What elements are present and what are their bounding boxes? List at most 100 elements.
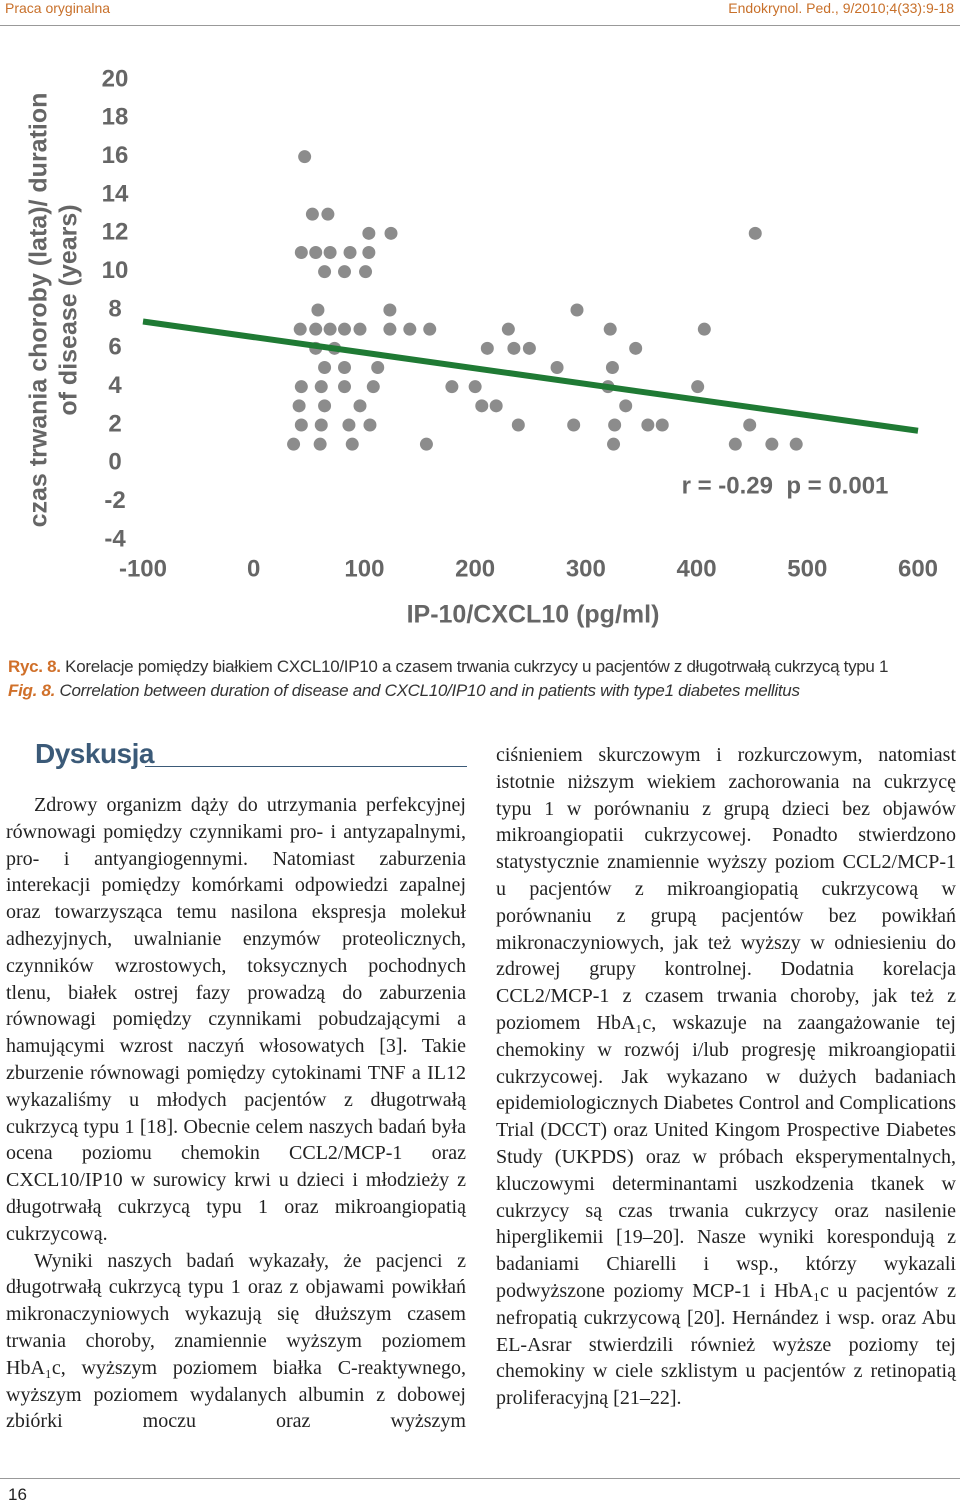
- point: [293, 322, 307, 336]
- point: [345, 437, 359, 451]
- y-tick-label: 4: [108, 372, 122, 399]
- point: [294, 380, 308, 394]
- point: [383, 303, 397, 317]
- point: [475, 399, 489, 413]
- x-tick-label: 200: [455, 555, 495, 582]
- x-tick-label: 0: [247, 555, 260, 582]
- point: [359, 265, 373, 279]
- y-tick-label: 2: [108, 410, 121, 437]
- y-tick-label: 8: [108, 295, 121, 322]
- point: [765, 437, 779, 451]
- y-tick-label: 0: [108, 449, 121, 476]
- point: [294, 246, 308, 259]
- point: [338, 380, 351, 394]
- point: [323, 246, 337, 259]
- y-tick-label: -2: [104, 487, 125, 514]
- point: [318, 399, 332, 413]
- chart: IP-10/CXCL10 (pg/ml) czas trwania chorob…: [25, 65, 938, 629]
- point: [311, 303, 325, 317]
- point: [321, 207, 335, 221]
- x-tick-label: 600: [898, 555, 938, 582]
- point: [511, 418, 525, 432]
- point: [619, 399, 633, 413]
- y-tick-label: -4: [104, 525, 126, 552]
- point: [323, 322, 337, 336]
- point: [603, 322, 617, 336]
- point: [362, 226, 376, 240]
- point: [743, 418, 757, 432]
- x-tick-label: 300: [566, 555, 606, 582]
- point: [570, 303, 584, 317]
- x-tick-label: 400: [677, 555, 717, 582]
- point: [567, 418, 581, 432]
- paragraph: Wyniki naszych badań wykazały, że pacjen…: [6, 1249, 466, 1433]
- point: [728, 437, 742, 451]
- point: [371, 361, 385, 374]
- point: [305, 207, 319, 221]
- caption-label: Ryc. 8.: [8, 657, 61, 676]
- caption-text: Correlation between duration of disease …: [59, 681, 800, 700]
- point: [468, 380, 482, 394]
- x-axis-label: IP-10/CXCL10 (pg/ml): [407, 601, 660, 629]
- y-tick-label: 14: [102, 180, 129, 207]
- y-tick-label: 10: [102, 257, 129, 284]
- point: [383, 322, 397, 336]
- y-axis-label: czas trwania choroby (lata)/ duration: [25, 93, 53, 528]
- point: [608, 418, 622, 432]
- point: [480, 341, 494, 355]
- point: [789, 437, 803, 451]
- point: [403, 322, 417, 336]
- left-column: Zdrowy organizm dąży do utrzymania perfe…: [6, 792, 466, 1435]
- caption-pl: Ryc. 8. Korelacje pomiędzy białkiem CXCL…: [8, 657, 888, 677]
- point: [287, 437, 301, 451]
- caption-text: Korelacje pomiędzy białkiem CXCL10/IP10 …: [65, 657, 889, 676]
- point: [501, 322, 515, 336]
- point: [445, 380, 459, 394]
- point: [489, 399, 503, 413]
- point: [550, 361, 564, 374]
- point: [314, 418, 328, 432]
- point: [313, 437, 327, 451]
- point: [419, 437, 433, 451]
- point: [338, 322, 351, 336]
- y-tick-label: 6: [108, 334, 121, 361]
- point: [314, 380, 328, 394]
- y-tick-label: 18: [102, 104, 129, 131]
- point: [318, 265, 332, 279]
- point: [353, 399, 367, 413]
- point: [362, 246, 376, 259]
- trend-line: [142, 318, 919, 434]
- footer-rule: [0, 1478, 960, 1479]
- point: [629, 341, 643, 355]
- paragraph: Zdrowy organizm dąży do utrzymania perfe…: [6, 794, 466, 1245]
- point: [748, 226, 762, 240]
- y-axis-label: of disease (years): [55, 204, 83, 415]
- heading-rule: [145, 766, 467, 767]
- x-tick-label: 100: [344, 555, 384, 582]
- annotation: r = -0.29 p = 0.001: [682, 472, 889, 499]
- point: [343, 246, 357, 259]
- point: [309, 322, 323, 336]
- point: [338, 265, 351, 279]
- point: [318, 361, 332, 374]
- header-rule: [0, 25, 960, 26]
- point: [366, 380, 380, 394]
- point: [298, 150, 312, 164]
- right-column: ciśnieniem skurczowym i rozkurczowym, na…: [496, 742, 956, 1412]
- point: [691, 380, 705, 394]
- y-tick-label: 12: [102, 219, 129, 246]
- point: [697, 322, 711, 336]
- header-left: Praca oryginalna: [5, 0, 111, 16]
- x-tick-label: -100: [119, 555, 167, 582]
- point: [309, 246, 323, 259]
- caption-label: Fig. 8.: [8, 681, 56, 700]
- point: [294, 418, 308, 432]
- point: [522, 341, 536, 355]
- point: [384, 226, 398, 240]
- point: [338, 361, 351, 374]
- point: [607, 437, 621, 451]
- x-tick-label: 500: [787, 555, 827, 582]
- point: [353, 322, 367, 336]
- point: [342, 418, 356, 432]
